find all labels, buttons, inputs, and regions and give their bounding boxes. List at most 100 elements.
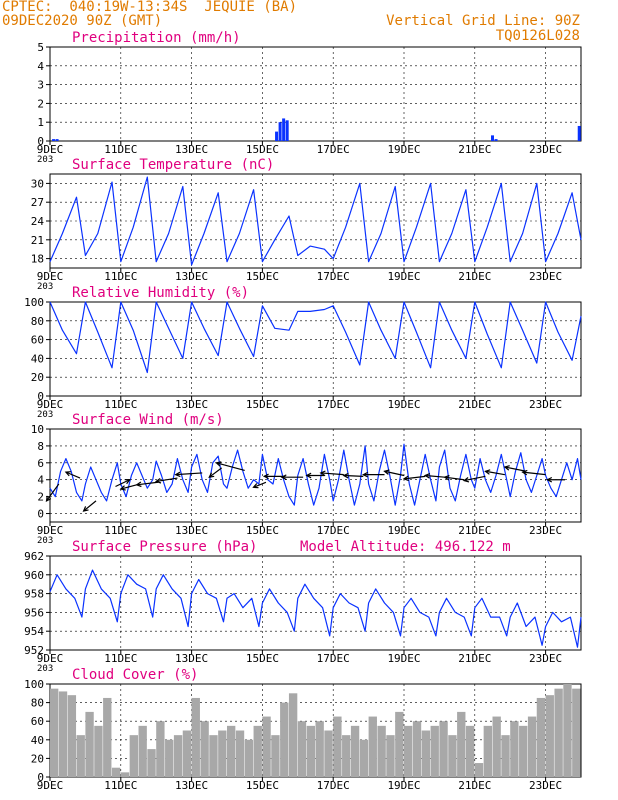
bar xyxy=(377,725,386,777)
x-tick-label: 17DEC xyxy=(317,652,350,665)
panel-title: Surface Temperature (nC) xyxy=(72,157,274,173)
plot-frame xyxy=(49,301,582,397)
y-tick-label: 0 xyxy=(37,390,44,403)
bar xyxy=(58,691,68,777)
x-tick-label: 9DEC xyxy=(37,779,64,792)
header-date: 09DEC2020 90Z (GMT) xyxy=(2,13,163,29)
x-tick-label: 23DEC xyxy=(529,270,562,283)
chart-panel-5: 952 954 956 958 960 962 9DEC 11DEC 13DEC 15DEC 17D… xyxy=(24,539,582,674)
bar xyxy=(483,725,492,777)
wind-vector-head xyxy=(119,485,126,491)
header-model-code: TQ0126L028 xyxy=(495,28,580,44)
y-tick-label: 1 xyxy=(37,116,44,129)
x-tick-label: 11DEC xyxy=(104,779,137,792)
wind-vector xyxy=(425,474,445,478)
y-tick-label: 962 xyxy=(24,550,44,563)
y-tick-label: 40 xyxy=(31,734,44,747)
wind-vector xyxy=(175,472,203,476)
chart-panel-1: 0 1 2 3 4 5 9DEC 11DEC 13DEC 15DEC 17DEC 19DEC 21DEC… xyxy=(37,30,582,165)
wind-vector-head xyxy=(305,472,312,479)
bar xyxy=(501,735,510,777)
wind-vector-head xyxy=(342,472,349,479)
y-tick-label: 30 xyxy=(31,177,44,190)
x-tick-label: 19DEC xyxy=(387,398,420,411)
wind-vector xyxy=(208,467,223,478)
x-tick-label: 21DEC xyxy=(458,524,491,537)
y-tick-label: 100 xyxy=(24,296,44,309)
x-tick-label: 21DEC xyxy=(458,398,491,411)
wind-vector xyxy=(115,479,130,488)
chart-panel-2: 18 21 24 27 30 9DEC 11DEC 13DEC 15DEC 17DEC 19DEC 2… xyxy=(31,157,582,292)
wind-vector-head xyxy=(383,469,390,475)
bar xyxy=(156,721,165,777)
wind-vector-head xyxy=(484,469,491,475)
bar xyxy=(421,730,431,777)
x-tick-label: 9DEC xyxy=(37,270,64,283)
y-tick-label: 80 xyxy=(31,697,44,710)
y-tick-label: 956 xyxy=(24,606,44,619)
y-tick-label: 960 xyxy=(24,569,44,582)
bar xyxy=(227,725,236,777)
y-tick-label: 80 xyxy=(31,315,44,328)
x-tick-label: 13DEC xyxy=(175,779,208,792)
x-tick-label: 9DEC xyxy=(37,398,64,411)
x-tick-label: 19DEC xyxy=(387,652,420,665)
wind-vector-head xyxy=(174,471,181,478)
series-line xyxy=(49,443,582,506)
x-tick-label: 15DEC xyxy=(246,270,279,283)
bar xyxy=(527,716,537,777)
wind-vector-head xyxy=(503,465,510,471)
wind-vector-head xyxy=(443,474,450,481)
series-line xyxy=(49,176,582,266)
bar xyxy=(324,730,333,777)
bar xyxy=(165,739,174,777)
wind-vector-head xyxy=(546,476,553,483)
y-tick-label: 954 xyxy=(24,625,44,638)
wind-vector-head xyxy=(82,506,89,512)
bar xyxy=(129,735,138,777)
wind-vector-head xyxy=(262,473,269,480)
wind-vector-head xyxy=(361,471,368,478)
y-tick-label: 6 xyxy=(37,457,44,470)
bar xyxy=(253,725,262,777)
bar xyxy=(342,735,351,777)
wind-vector xyxy=(320,472,344,476)
bar xyxy=(474,763,484,777)
wind-vector-head xyxy=(402,475,409,482)
bar xyxy=(85,711,94,777)
wind-vector xyxy=(403,475,426,480)
wind-vector xyxy=(522,471,546,476)
bar xyxy=(430,725,439,777)
x-tick-label: 15DEC xyxy=(246,524,279,537)
bar xyxy=(278,122,282,141)
bar xyxy=(465,725,475,777)
wind-vector xyxy=(156,477,178,483)
x-tick-year-fragment: 203 xyxy=(37,155,53,165)
bar xyxy=(368,716,377,777)
header-station: CPTEC: 040:19W-13:34S JEQUIE (BA) xyxy=(2,0,298,15)
wind-vector xyxy=(65,471,81,479)
wind-vector-head xyxy=(319,470,326,477)
y-tick-label: 60 xyxy=(31,334,44,347)
y-tick-label: 60 xyxy=(31,715,44,728)
bar xyxy=(120,772,130,777)
x-tick-label: 13DEC xyxy=(175,270,208,283)
x-tick-label: 17DEC xyxy=(317,524,350,537)
x-tick-label: 21DEC xyxy=(458,652,491,665)
x-tick-label: 23DEC xyxy=(529,652,562,665)
bar xyxy=(138,725,147,777)
bar xyxy=(76,735,85,777)
bar xyxy=(52,139,56,141)
wind-vector-head xyxy=(521,469,528,476)
x-tick-label: 13DEC xyxy=(175,398,208,411)
bar xyxy=(563,684,572,777)
bar xyxy=(404,725,413,777)
panel-title: Surface Wind (m/s) xyxy=(72,412,224,428)
panel-title: Cloud Cover (%) xyxy=(72,667,198,683)
bar xyxy=(285,120,289,141)
x-tick-label: 9DEC xyxy=(37,143,64,156)
bar xyxy=(359,739,369,777)
x-tick-label: 17DEC xyxy=(317,270,350,283)
y-tick-label: 24 xyxy=(31,215,45,228)
model-altitude-label: Model Altitude: 496.122 m xyxy=(300,539,511,555)
